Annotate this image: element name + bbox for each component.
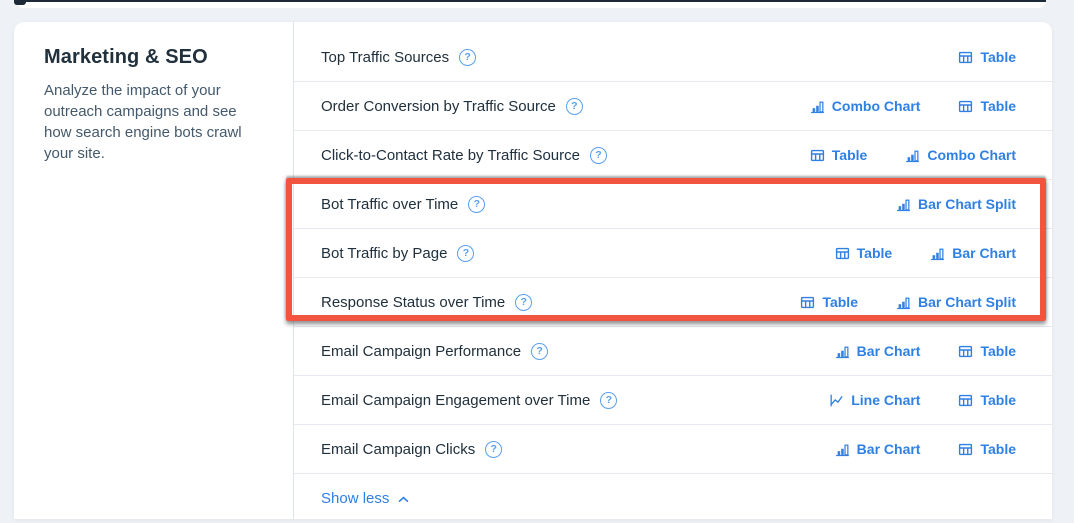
action-label: Table bbox=[831, 147, 868, 163]
action-label: Table bbox=[980, 392, 1016, 408]
table-link[interactable]: Table bbox=[958, 343, 1016, 359]
show-less-label: Show less bbox=[321, 490, 390, 507]
help-icon[interactable]: ? bbox=[468, 195, 486, 213]
table-icon bbox=[800, 295, 815, 310]
bar-chart-icon bbox=[835, 442, 850, 457]
report-label: Response Status over Time bbox=[321, 293, 506, 311]
report-label: Click-to-Contact Rate by Traffic Source bbox=[321, 146, 580, 164]
action-label: Table bbox=[856, 245, 893, 261]
report-label: Email Campaign Performance bbox=[321, 342, 522, 360]
action-label: Table bbox=[980, 98, 1016, 114]
help-icon[interactable]: ? bbox=[531, 342, 549, 360]
table-link[interactable]: Table bbox=[958, 49, 1016, 65]
report-actions: Combo Chart Table bbox=[810, 98, 1016, 114]
action-label: Table bbox=[822, 294, 858, 310]
report-row: Bot Traffic over Time? Bar Chart Split bbox=[294, 180, 1052, 229]
section-description: Analyze the impact of your outreach camp… bbox=[44, 82, 242, 162]
report-row: Email Campaign Clicks? Bar Chart Table bbox=[294, 425, 1052, 474]
section-intro: Marketing & SEO Analyze the impact of yo… bbox=[14, 22, 293, 519]
help-icon[interactable]: ? bbox=[515, 293, 533, 311]
bar-chart-icon bbox=[930, 246, 945, 261]
action-label: Bar Chart Split bbox=[917, 196, 1016, 212]
report-label: Order Conversion by Traffic Source bbox=[321, 97, 556, 115]
table-icon bbox=[958, 442, 973, 457]
report-actions: Bar Chart Split bbox=[896, 196, 1016, 212]
action-label: Bar Chart bbox=[952, 245, 1016, 261]
report-actions: Table bbox=[958, 49, 1016, 65]
bar-chart-icon bbox=[896, 197, 911, 212]
section-title: Marketing & SEO bbox=[44, 46, 208, 68]
bar-chart-split-link[interactable]: Bar Chart Split bbox=[896, 294, 1016, 310]
line-chart-icon bbox=[829, 393, 844, 408]
action-label: Bar Chart bbox=[856, 343, 921, 359]
line-chart-link[interactable]: Line Chart bbox=[829, 392, 920, 408]
help-icon[interactable]: ? bbox=[457, 244, 475, 262]
report-actions: Bar Chart Table bbox=[835, 441, 1016, 457]
chevron-up-icon bbox=[398, 496, 409, 503]
action-label: Table bbox=[980, 343, 1016, 359]
report-row: Bot Traffic by Page? Table Bar Chart bbox=[294, 229, 1052, 278]
report-actions: Table Bar Chart bbox=[835, 245, 1016, 261]
help-icon[interactable]: ? bbox=[600, 391, 618, 409]
top-dark-banner-corner bbox=[14, 0, 26, 5]
help-icon[interactable]: ? bbox=[565, 97, 583, 115]
help-icon[interactable]: ? bbox=[589, 146, 607, 164]
report-label: Bot Traffic by Page bbox=[321, 244, 448, 262]
table-icon bbox=[958, 50, 973, 65]
report-actions: Bar Chart Table bbox=[835, 343, 1016, 359]
report-row: Order Conversion by Traffic Source? Combo… bbox=[294, 82, 1052, 131]
help-icon[interactable]: ? bbox=[485, 440, 503, 458]
previous-card-bottom-edge bbox=[16, 0, 1046, 8]
table-icon bbox=[958, 393, 973, 408]
table-icon bbox=[835, 246, 850, 261]
bar-chart-icon bbox=[810, 99, 825, 114]
help-icon[interactable]: ? bbox=[459, 48, 477, 66]
table-icon bbox=[810, 148, 825, 163]
table-link[interactable]: Table bbox=[958, 98, 1016, 114]
combo-chart-link[interactable]: Combo Chart bbox=[905, 147, 1016, 163]
bar-chart-split-link[interactable]: Bar Chart Split bbox=[896, 196, 1016, 212]
report-actions: Line Chart Table bbox=[829, 392, 1016, 408]
combo-chart-link[interactable]: Combo Chart bbox=[810, 98, 921, 114]
report-label: Top Traffic Sources bbox=[321, 48, 450, 66]
report-row: Click-to-Contact Rate by Traffic Source?… bbox=[294, 131, 1052, 180]
action-label: Table bbox=[980, 441, 1016, 457]
marketing-seo-card: Marketing & SEO Analyze the impact of yo… bbox=[14, 22, 1052, 519]
show-less-link[interactable]: Show less bbox=[321, 490, 409, 507]
table-link[interactable]: Table bbox=[958, 392, 1016, 408]
action-label: Bar Chart Split bbox=[917, 294, 1016, 310]
table-link[interactable]: Table bbox=[800, 294, 858, 310]
action-label: Combo Chart bbox=[831, 98, 921, 114]
report-row: Top Traffic Sources? Table bbox=[294, 33, 1052, 82]
report-list-footer: Show less bbox=[294, 474, 1052, 523]
report-actions: Table Combo Chart bbox=[810, 147, 1016, 163]
table-icon bbox=[958, 99, 973, 114]
action-label: Table bbox=[980, 49, 1016, 65]
table-link[interactable]: Table bbox=[958, 441, 1016, 457]
action-label: Bar Chart bbox=[856, 441, 921, 457]
action-label: Combo Chart bbox=[927, 147, 1016, 163]
top-dark-banner-edge bbox=[14, 0, 1046, 2]
bar-chart-link[interactable]: Bar Chart bbox=[930, 245, 1016, 261]
action-label: Line Chart bbox=[851, 392, 921, 408]
bar-chart-link[interactable]: Bar Chart bbox=[835, 343, 921, 359]
report-row: Email Campaign Engagement over Time? Line… bbox=[294, 376, 1052, 425]
bar-chart-icon bbox=[835, 344, 850, 359]
report-row: Email Campaign Performance? Bar Chart Tabl… bbox=[294, 327, 1052, 376]
table-icon bbox=[958, 344, 973, 359]
report-list: Top Traffic Sources? Table Order Conversio… bbox=[293, 22, 1052, 519]
report-label: Bot Traffic over Time bbox=[321, 195, 459, 213]
report-label: Email Campaign Clicks bbox=[321, 440, 476, 458]
table-link[interactable]: Table bbox=[835, 245, 893, 261]
bar-chart-icon bbox=[896, 295, 911, 310]
report-actions: Table Bar Chart Split bbox=[800, 294, 1016, 310]
report-label: Email Campaign Engagement over Time bbox=[321, 391, 591, 409]
report-row: Response Status over Time? Table Bar Chart… bbox=[294, 278, 1052, 327]
bar-chart-icon bbox=[905, 148, 920, 163]
bar-chart-link[interactable]: Bar Chart bbox=[835, 441, 921, 457]
table-link[interactable]: Table bbox=[810, 147, 868, 163]
